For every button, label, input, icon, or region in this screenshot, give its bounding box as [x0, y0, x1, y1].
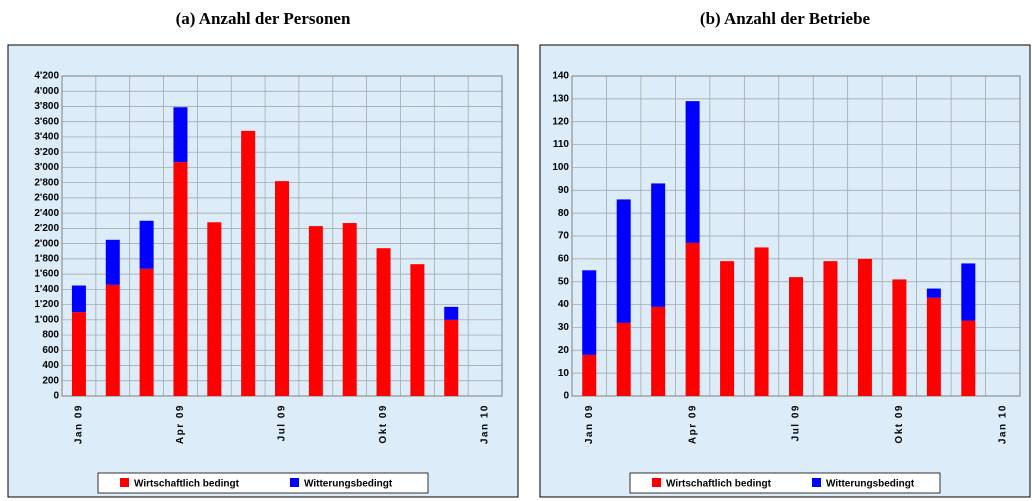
bar-segment	[241, 130, 256, 396]
legend-swatch	[652, 478, 661, 487]
bar-segment	[139, 268, 154, 396]
bar-segment	[961, 263, 976, 321]
x-tick-label: Jan 09	[74, 404, 85, 444]
bar-segment	[173, 162, 188, 396]
bar-segment	[105, 239, 120, 285]
legend-swatch	[290, 478, 299, 487]
chart-title: (b) Anzahl der Betriebe	[700, 9, 871, 28]
y-tick-label: 110	[553, 139, 570, 150]
y-tick-label: 3'400	[34, 132, 59, 143]
y-tick-label: 10	[558, 368, 570, 379]
panel-frame	[539, 44, 1031, 498]
y-tick-label: 2'400	[34, 208, 59, 219]
x-tick-label: Jul 09	[791, 404, 802, 441]
y-tick-label: 30	[558, 322, 570, 333]
y-tick-label: 3'600	[34, 116, 59, 127]
y-tick-label: 100	[552, 162, 569, 173]
y-tick-label: 4'200	[34, 71, 59, 82]
y-tick-label: 4'000	[34, 86, 59, 97]
bar-segment	[685, 242, 700, 396]
y-tick-label: 0	[53, 391, 59, 402]
legend-label: Wirtschaftlich bedingt	[666, 479, 772, 490]
bar-segment	[961, 320, 976, 396]
bar-segment	[857, 258, 872, 396]
bar-segment	[651, 183, 666, 307]
x-tick-label: Jan 09	[584, 404, 595, 444]
y-tick-label: 2'600	[34, 193, 59, 204]
bar-segment	[685, 101, 700, 243]
legend-label: Wirtschaftlich bedingt	[134, 479, 240, 490]
bar-segment	[651, 306, 666, 396]
panel-frame	[7, 44, 519, 498]
bar-segment	[105, 284, 120, 396]
bar-segment	[754, 247, 769, 396]
bar-segment	[275, 181, 289, 396]
y-tick-label: 600	[42, 345, 59, 356]
bar-segment	[410, 264, 425, 396]
y-tick-label: 1'800	[34, 253, 59, 264]
y-tick-label: 140	[552, 71, 569, 82]
y-tick-label: 90	[558, 185, 570, 196]
bar-segment	[376, 248, 391, 396]
bar-segment	[926, 297, 941, 396]
y-tick-label: 1'400	[34, 284, 59, 295]
y-tick-label: 400	[42, 360, 59, 371]
y-tick-label: 3'200	[34, 147, 59, 158]
x-tick-label: Okt 09	[894, 404, 905, 444]
bar-segment	[789, 277, 803, 396]
bar-segment	[823, 261, 838, 396]
x-tick-label: Apr 09	[687, 404, 698, 444]
y-tick-label: 3'000	[34, 162, 59, 173]
bar-segment	[342, 223, 357, 396]
y-tick-label: 70	[558, 231, 570, 242]
legend-box	[97, 472, 429, 494]
bar-segment	[139, 220, 154, 269]
y-tick-label: 130	[552, 93, 569, 104]
y-tick-label: 2'800	[34, 177, 59, 188]
y-tick-label: 2'000	[34, 238, 59, 249]
bar-segment	[308, 226, 323, 396]
y-tick-label: 1'600	[34, 269, 59, 280]
bar-segment	[926, 288, 941, 298]
bar-segment	[582, 354, 597, 396]
y-tick-label: 1'200	[34, 299, 59, 310]
chart-title: (a) Anzahl der Personen	[176, 9, 351, 28]
y-tick-label: 800	[42, 330, 59, 341]
x-tick-label: Jan 10	[997, 404, 1008, 444]
x-tick-label: Okt 09	[378, 404, 389, 444]
bar-segment	[720, 261, 735, 396]
x-tick-label: Jan 10	[480, 404, 491, 444]
bar-segment	[616, 322, 631, 396]
y-tick-label: 120	[552, 116, 569, 127]
y-tick-label: 3'800	[34, 101, 59, 112]
bar-segment	[71, 285, 86, 313]
x-tick-label: Apr 09	[175, 404, 186, 444]
y-tick-label: 40	[558, 299, 570, 310]
bar-segment	[444, 319, 459, 396]
y-tick-label: 0	[563, 391, 569, 402]
bar-segment	[892, 279, 907, 396]
y-tick-label: 200	[42, 375, 59, 386]
y-tick-label: 80	[558, 208, 570, 219]
legend-label: Witterungsbedingt	[826, 479, 915, 490]
legend-label: Witterungsbedingt	[304, 479, 393, 490]
y-tick-label: 60	[558, 253, 570, 264]
legend-swatch	[120, 478, 129, 487]
y-tick-label: 20	[558, 345, 570, 356]
y-tick-label: 2'200	[34, 223, 59, 234]
y-tick-label: 1'000	[34, 314, 59, 325]
x-tick-label: Jul 09	[277, 404, 288, 441]
legend-swatch	[812, 478, 821, 487]
y-tick-label: 50	[558, 276, 570, 287]
bar-segment	[444, 306, 459, 320]
bar-segment	[173, 107, 188, 163]
bar-segment	[207, 222, 222, 396]
legend-box	[629, 472, 941, 494]
bar-segment	[582, 270, 597, 355]
bar-segment	[71, 312, 86, 396]
bar-segment	[616, 199, 631, 323]
